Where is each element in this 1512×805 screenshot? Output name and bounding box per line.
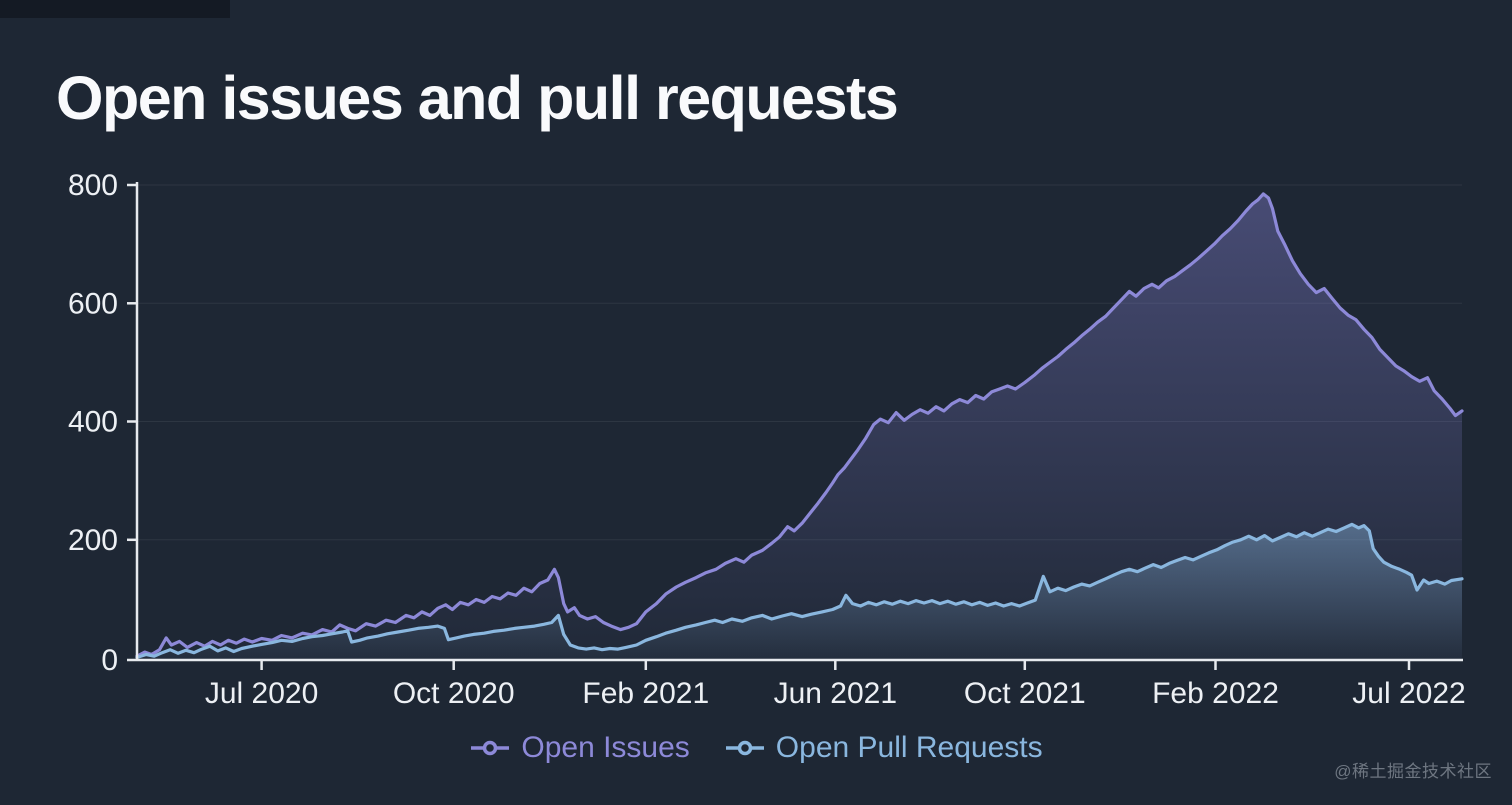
chart-legend: Open Issues Open Pull Requests — [0, 731, 1512, 765]
y-tick-label-0: 0 — [101, 644, 118, 677]
page-title: Open issues and pull requests — [56, 63, 899, 132]
legend-item-open-issues: Open Issues — [469, 731, 690, 765]
legend-marker-open-pull-requests-icon — [725, 740, 764, 756]
legend-label-open-pull-requests: Open Pull Requests — [775, 731, 1043, 764]
watermark: @稀土掘金技术社区 — [1334, 762, 1492, 781]
y-tick-label-800: 800 — [68, 169, 118, 202]
legend-label-open-issues: Open Issues — [521, 731, 690, 764]
line-open-pull-requests — [135, 522, 1464, 659]
x-tick-label-jun-2021: Jun 2021 — [774, 677, 897, 710]
legend-item-open-pull-requests: Open Pull Requests — [724, 731, 1043, 765]
x-tick-label-oct-2020: Oct 2020 — [393, 677, 515, 710]
x-tick-label-jul-2020: Jul 2020 — [205, 677, 318, 710]
x-tick-label-jul-2022: Jul 2022 — [1352, 677, 1465, 710]
y-tick-label-600: 600 — [68, 287, 118, 320]
area-open-issues — [137, 193, 1462, 659]
y-tick-label-400: 400 — [68, 406, 118, 439]
x-tick-label-oct-2021: Oct 2021 — [964, 677, 1086, 710]
x-tick-label-feb-2021: Feb 2021 — [582, 677, 709, 710]
corner-dark-strip — [0, 0, 230, 18]
x-tick-label-feb-2022: Feb 2022 — [1152, 677, 1279, 710]
line-open-issues — [135, 192, 1464, 658]
area-open-pull-requests — [137, 524, 1462, 659]
legend-marker-open-issues-icon — [471, 740, 510, 756]
y-tick-label-200: 200 — [68, 524, 118, 557]
